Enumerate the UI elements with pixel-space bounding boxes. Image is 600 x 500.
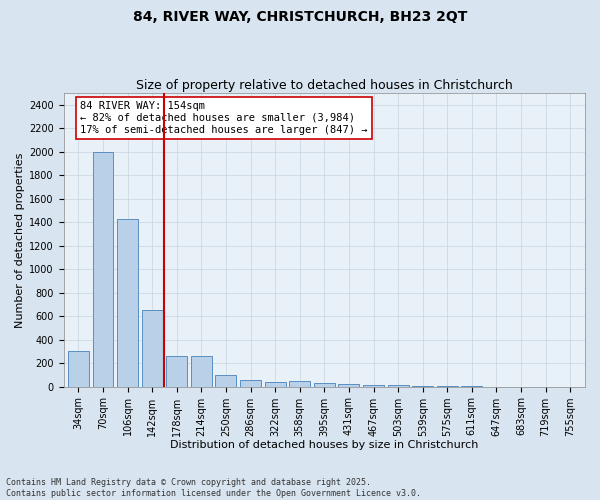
Bar [314,383,335,386]
Bar [338,384,359,386]
Bar [142,310,163,386]
Text: Contains HM Land Registry data © Crown copyright and database right 2025.
Contai: Contains HM Land Registry data © Crown c… [6,478,421,498]
Bar [191,356,212,386]
Y-axis label: Number of detached properties: Number of detached properties [15,152,25,328]
Title: Size of property relative to detached houses in Christchurch: Size of property relative to detached ho… [136,79,512,92]
Bar [240,380,261,386]
Text: 84 RIVER WAY: 154sqm
← 82% of detached houses are smaller (3,984)
17% of semi-de: 84 RIVER WAY: 154sqm ← 82% of detached h… [80,102,368,134]
Bar [363,385,384,386]
Bar [92,152,113,386]
X-axis label: Distribution of detached houses by size in Christchurch: Distribution of detached houses by size … [170,440,479,450]
Bar [289,380,310,386]
Bar [68,352,89,386]
Text: 84, RIVER WAY, CHRISTCHURCH, BH23 2QT: 84, RIVER WAY, CHRISTCHURCH, BH23 2QT [133,10,467,24]
Bar [117,219,138,386]
Bar [166,356,187,386]
Bar [265,382,286,386]
Bar [215,375,236,386]
